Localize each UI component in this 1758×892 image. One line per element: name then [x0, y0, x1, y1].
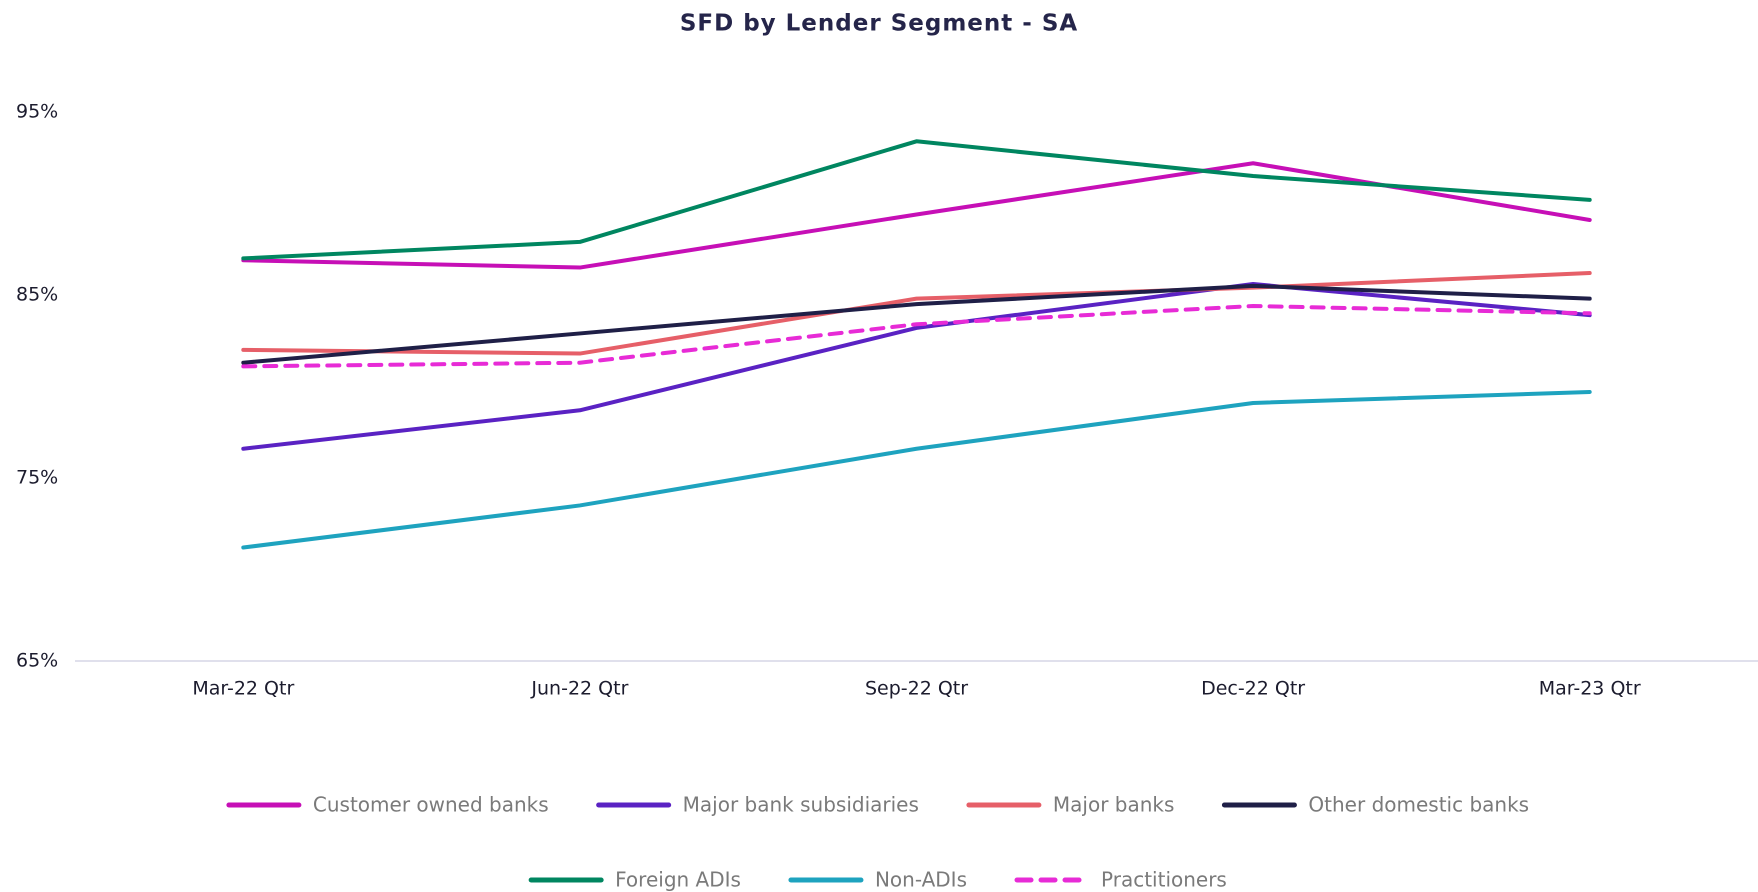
- series-line: [241, 139, 1592, 261]
- series-line: [241, 161, 1592, 270]
- y-tick-label: 95%: [16, 101, 58, 123]
- legend-label: Non-ADIs: [875, 868, 967, 892]
- legend-item: Major banks: [966, 793, 1175, 817]
- series-line: [241, 271, 1592, 356]
- y-tick-label: 65%: [16, 650, 58, 672]
- legend-label: Customer owned banks: [313, 793, 549, 817]
- legend-item: Customer owned banks: [226, 793, 549, 817]
- chart-title: SFD by Lender Segment - SA: [680, 11, 1078, 37]
- legend-item: Foreign ADIs: [528, 868, 741, 892]
- legend-item: Practitioners: [1014, 868, 1227, 892]
- legend-item: Major bank subsidiaries: [596, 793, 919, 817]
- legend-label: Other domestic banks: [1308, 793, 1529, 817]
- x-tick-label: Sep-22 Qtr: [865, 678, 968, 700]
- series-line: [241, 283, 1592, 365]
- series-line: [241, 282, 1592, 451]
- legend-label: Major bank subsidiaries: [683, 793, 919, 817]
- series-line: [241, 389, 1592, 550]
- y-tick-label: 75%: [16, 467, 58, 489]
- y-tick-label: 85%: [16, 284, 58, 306]
- x-tick-label: Jun-22 Qtr: [530, 678, 628, 700]
- x-tick-label: Mar-23 Qtr: [1539, 678, 1641, 700]
- series-line: [241, 303, 1592, 369]
- legend-item: Other domestic banks: [1221, 793, 1529, 817]
- x-tick-label: Dec-22 Qtr: [1201, 678, 1305, 700]
- legend-label: Practitioners: [1101, 868, 1227, 892]
- legend-item: Non-ADIs: [788, 868, 967, 892]
- x-tick-label: Mar-22 Qtr: [192, 678, 294, 700]
- legend-label: Foreign ADIs: [615, 868, 741, 892]
- legend-label: Major banks: [1053, 793, 1175, 817]
